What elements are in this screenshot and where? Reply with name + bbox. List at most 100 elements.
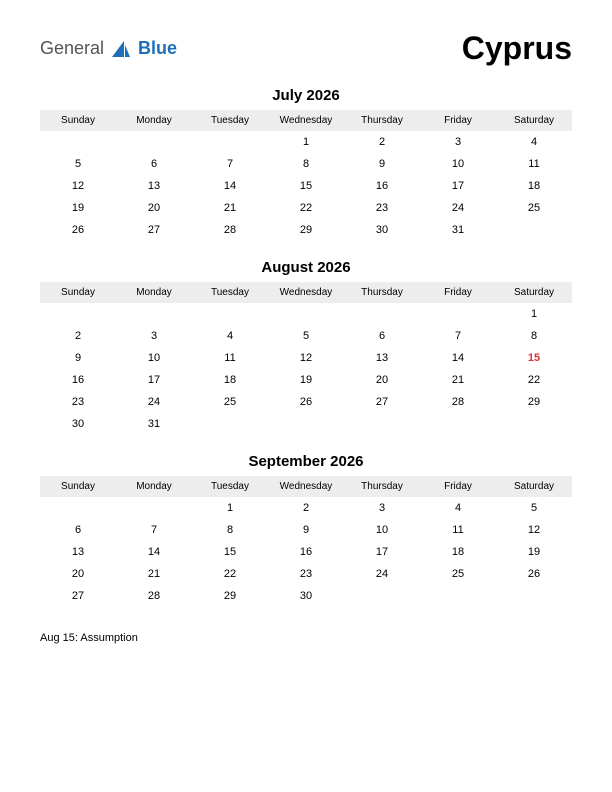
calendar-cell: 31 [116, 413, 192, 435]
calendar-cell: 5 [268, 325, 344, 347]
calendar-cell: 23 [268, 563, 344, 585]
calendar-cell: 12 [496, 519, 572, 541]
calendar-cell: 10 [116, 347, 192, 369]
calendar-cell: 2 [40, 325, 116, 347]
calendar-cell: 28 [192, 219, 268, 241]
calendar-cell: 6 [40, 519, 116, 541]
calendar-cell: 3 [344, 497, 420, 519]
calendar-cell: 2 [344, 131, 420, 153]
calendar-row: 262728293031 [40, 219, 572, 241]
calendar-cell [496, 219, 572, 241]
calendar-cell: 7 [192, 153, 268, 175]
weekday-header: Wednesday [268, 110, 344, 131]
calendar-cell [496, 585, 572, 607]
calendar-cell: 22 [192, 563, 268, 585]
calendar-cell [268, 413, 344, 435]
calendar-cell: 9 [40, 347, 116, 369]
calendar-cell: 18 [420, 541, 496, 563]
calendar-cell: 8 [496, 325, 572, 347]
calendar-cell [496, 413, 572, 435]
calendar-cell: 6 [344, 325, 420, 347]
calendar-cell: 26 [40, 219, 116, 241]
calendar-cell: 27 [116, 219, 192, 241]
calendar-cell: 14 [192, 175, 268, 197]
calendar-cell: 6 [116, 153, 192, 175]
calendar-row: 1 [40, 303, 572, 325]
calendar-cell: 11 [496, 153, 572, 175]
calendar-cell: 3 [420, 131, 496, 153]
calendar-cell: 16 [344, 175, 420, 197]
calendar-cell [40, 303, 116, 325]
weekday-header: Sunday [40, 282, 116, 303]
calendar-cell: 11 [420, 519, 496, 541]
calendar-cell: 4 [192, 325, 268, 347]
calendar-cell: 25 [496, 197, 572, 219]
calendar-cell: 22 [268, 197, 344, 219]
calendar-cell: 30 [344, 219, 420, 241]
weekday-header: Thursday [344, 110, 420, 131]
calendar-cell [116, 131, 192, 153]
calendar-cell: 3 [116, 325, 192, 347]
calendar-cell: 9 [344, 153, 420, 175]
calendar-cell: 14 [420, 347, 496, 369]
calendar-cell: 1 [496, 303, 572, 325]
calendar-cell: 24 [420, 197, 496, 219]
calendar-cell: 10 [344, 519, 420, 541]
weekday-header: Thursday [344, 282, 420, 303]
calendar-cell [192, 303, 268, 325]
calendar-table: SundayMondayTuesdayWednesdayThursdayFrid… [40, 476, 572, 607]
weekday-header: Sunday [40, 476, 116, 497]
calendar-cell [420, 413, 496, 435]
calendar-cell: 25 [420, 563, 496, 585]
weekday-header: Wednesday [268, 282, 344, 303]
calendar-table: SundayMondayTuesdayWednesdayThursdayFrid… [40, 110, 572, 241]
calendar-cell [420, 303, 496, 325]
logo-text-blue: Blue [138, 38, 177, 59]
calendar-row: 1234 [40, 131, 572, 153]
weekday-header: Friday [420, 476, 496, 497]
calendar-cell [420, 585, 496, 607]
calendar-cell: 28 [420, 391, 496, 413]
calendar-cell: 7 [420, 325, 496, 347]
calendar-cell [192, 131, 268, 153]
calendar-cell: 9 [268, 519, 344, 541]
calendar-row: 9101112131415 [40, 347, 572, 369]
calendar-row: 23242526272829 [40, 391, 572, 413]
months-container: July 2026SundayMondayTuesdayWednesdayThu… [40, 87, 572, 607]
calendar-cell: 21 [116, 563, 192, 585]
calendar-cell [344, 413, 420, 435]
weekday-header: Saturday [496, 110, 572, 131]
month-block: August 2026SundayMondayTuesdayWednesdayT… [40, 259, 572, 435]
calendar-cell: 23 [344, 197, 420, 219]
calendar-cell: 1 [192, 497, 268, 519]
calendar-cell: 15 [192, 541, 268, 563]
weekday-header: Saturday [496, 476, 572, 497]
calendar-cell: 8 [268, 153, 344, 175]
calendar-cell: 21 [192, 197, 268, 219]
logo-sail-icon [110, 39, 132, 59]
calendar-cell: 20 [344, 369, 420, 391]
calendar-cell: 20 [116, 197, 192, 219]
weekday-header: Wednesday [268, 476, 344, 497]
calendar-cell: 29 [496, 391, 572, 413]
weekday-header: Monday [116, 110, 192, 131]
weekday-header: Saturday [496, 282, 572, 303]
month-title: September 2026 [40, 453, 572, 470]
calendar-cell: 16 [40, 369, 116, 391]
calendar-cell: 25 [192, 391, 268, 413]
calendar-cell: 29 [268, 219, 344, 241]
calendar-cell: 12 [40, 175, 116, 197]
calendar-cell [40, 131, 116, 153]
calendar-row: 27282930 [40, 585, 572, 607]
calendar-cell: 27 [40, 585, 116, 607]
calendar-cell [344, 585, 420, 607]
logo: General Blue [40, 38, 177, 59]
weekday-header: Friday [420, 110, 496, 131]
calendar-cell: 17 [420, 175, 496, 197]
weekday-header: Tuesday [192, 476, 268, 497]
calendar-row: 12345 [40, 497, 572, 519]
calendar-row: 20212223242526 [40, 563, 572, 585]
calendar-cell: 18 [496, 175, 572, 197]
calendar-cell [344, 303, 420, 325]
weekday-header: Tuesday [192, 282, 268, 303]
